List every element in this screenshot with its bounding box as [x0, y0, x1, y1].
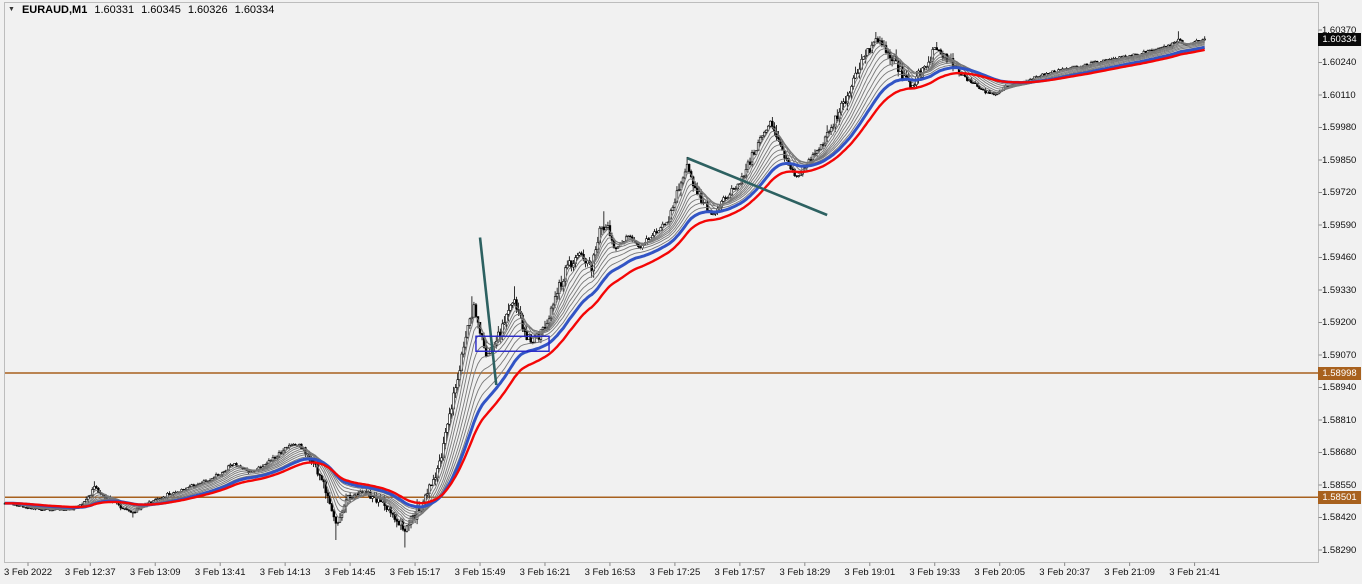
- ma-line-gray: [4, 40, 1205, 525]
- price-axis-label: 1.60110: [1322, 89, 1356, 101]
- time-axis-label: 3 Feb 13:09: [129, 567, 181, 578]
- time-axis-label: 3 Feb 20:37: [1039, 567, 1091, 578]
- symbol-dropdown-icon[interactable]: ▼: [8, 5, 15, 13]
- ma-line-gray: [5, 42, 1205, 517]
- plot-border: [4, 2, 1319, 563]
- time-axis-label: 3 Feb 14:45: [324, 567, 376, 578]
- price-axis-label: 1.60370: [1322, 24, 1357, 36]
- ma-line-red: [5, 48, 1205, 509]
- time-axis-label: 3 Feb 20:05: [974, 567, 1026, 578]
- price-axis-label: 1.58550: [1322, 479, 1357, 491]
- ma-line-blue: [5, 45, 1205, 510]
- ma-line-gray: [4, 40, 1205, 523]
- price-axis-label: 1.59070: [1322, 349, 1357, 361]
- drawn-rectangle[interactable]: [475, 335, 550, 352]
- trend-line[interactable]: [686, 156, 828, 217]
- horizontal-lines: [5, 372, 1318, 499]
- quote-high-value: 1.60345: [141, 4, 181, 16]
- symbol-period-label: EURAUD,M1: [21, 4, 88, 16]
- price-axis-label: 1.60240: [1322, 57, 1357, 68]
- candles: [3, 31, 1206, 548]
- time-axis-label: 3 Feb 15:49: [454, 567, 506, 578]
- price-axis-label: 1.58680: [1322, 447, 1357, 458]
- time-axis-label: 3 Feb 21:41: [1169, 567, 1220, 578]
- current-price-tag: 1.60334: [1318, 32, 1361, 46]
- time-axis-label: 3 Feb 2022: [3, 567, 53, 578]
- time-axis-label: 3 Feb 19:01: [844, 567, 896, 578]
- time-axis-label: 3 Feb 14:13: [259, 567, 311, 578]
- price-axis-label: 1.59720: [1322, 187, 1357, 198]
- time-axis-label: 3 Feb 21:09: [1104, 567, 1155, 578]
- price-axis-label: 1.59330: [1322, 284, 1357, 296]
- price-axis-label: 1.58940: [1322, 382, 1357, 393]
- time-axis-label: 3 Feb 16:21: [519, 567, 571, 578]
- hline-price-tag: 1.58998: [1318, 366, 1361, 380]
- price-axis-label: 1.59850: [1322, 154, 1357, 166]
- price-axis-label: 1.58290: [1322, 544, 1357, 556]
- ma-line-gray: [4, 39, 1205, 528]
- time-axis-label: 3 Feb 18:29: [779, 567, 831, 578]
- chart-symbol-info[interactable]: ▼ EURAUD,M1 1.60331 1.60345 1.60326 1.60…: [8, 4, 274, 16]
- time-axis-label: 3 Feb 19:33: [909, 567, 961, 578]
- time-axis-label: 3 Feb 13:41: [194, 567, 246, 578]
- quote-low-value: 1.60326: [187, 4, 228, 16]
- price-axis-label: 1.59200: [1322, 317, 1357, 328]
- ma-line-gray: [5, 44, 1205, 513]
- price-axis-label: 1.59980: [1322, 122, 1357, 133]
- time-axis-label: 3 Feb 15:17: [389, 567, 441, 578]
- quote-open-value: 1.60331: [94, 4, 135, 16]
- ma-fan: [4, 39, 1205, 528]
- ma-line-gray: [5, 43, 1205, 515]
- price-axis-label: 1.59590: [1322, 219, 1357, 231]
- quote-close-value: 1.60334: [234, 4, 275, 16]
- time-axis-label: 3 Feb 17:57: [714, 567, 766, 578]
- trend-line[interactable]: [478, 237, 498, 386]
- hline-price-tag: 1.58501: [1318, 490, 1361, 504]
- time-axis-label: 3 Feb 17:25: [649, 567, 701, 578]
- time-axis-label: 3 Feb 16:53: [584, 567, 636, 578]
- price-axis-label: 1.59460: [1322, 252, 1357, 263]
- ma-line-gray: [4, 41, 1205, 520]
- time-axis-label: 3 Feb 12:37: [64, 567, 116, 578]
- price-axis-label: 1.58810: [1322, 414, 1357, 426]
- price-axis-label: 1.58420: [1322, 512, 1357, 523]
